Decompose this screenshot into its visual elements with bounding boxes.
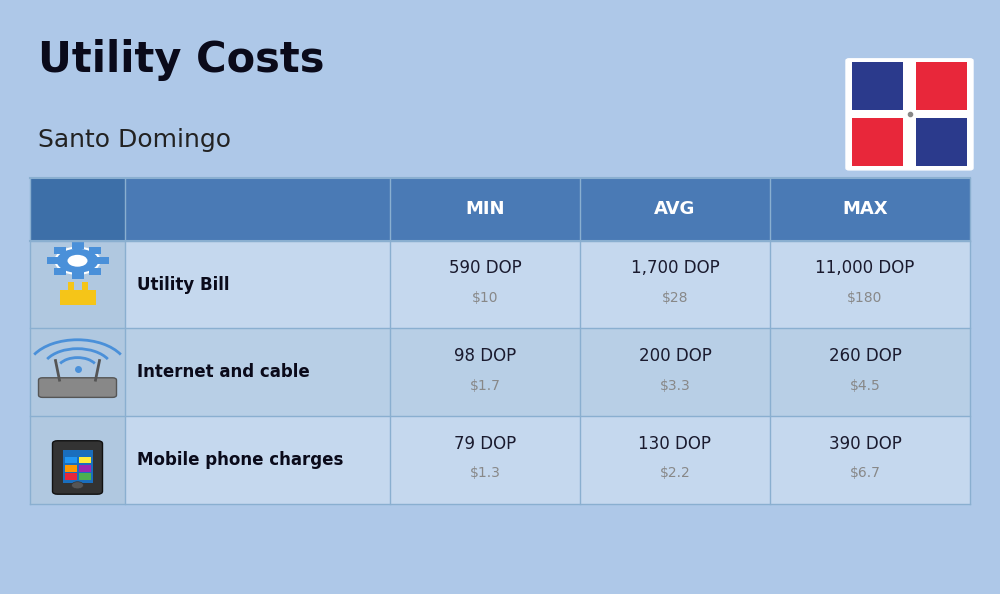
Bar: [72, 242, 84, 249]
Bar: [46, 257, 58, 264]
Text: $1.3: $1.3: [470, 466, 500, 481]
Text: $6.7: $6.7: [850, 466, 880, 481]
Bar: [30, 416, 970, 504]
Text: 590 DOP: 590 DOP: [449, 259, 521, 277]
Bar: [64, 473, 76, 480]
Text: $28: $28: [662, 290, 688, 305]
Text: 79 DOP: 79 DOP: [454, 435, 516, 453]
Bar: [852, 110, 967, 118]
Circle shape: [68, 255, 88, 267]
Bar: [78, 473, 90, 480]
Bar: [30, 416, 125, 504]
Bar: [54, 247, 66, 254]
Bar: [89, 268, 101, 275]
Bar: [60, 290, 96, 305]
Bar: [64, 465, 76, 472]
Text: 260 DOP: 260 DOP: [829, 347, 901, 365]
Bar: [96, 257, 108, 264]
Text: $10: $10: [472, 290, 498, 305]
Bar: [30, 328, 125, 416]
Bar: [30, 178, 970, 241]
Bar: [89, 247, 101, 254]
Text: 390 DOP: 390 DOP: [829, 435, 901, 453]
Text: Mobile phone charges: Mobile phone charges: [137, 451, 343, 469]
Text: 98 DOP: 98 DOP: [454, 347, 516, 365]
Text: 1,700 DOP: 1,700 DOP: [631, 259, 719, 277]
Text: Utility Costs: Utility Costs: [38, 39, 324, 81]
Text: MAX: MAX: [842, 200, 888, 219]
Text: Utility Bill: Utility Bill: [137, 276, 230, 293]
Text: 11,000 DOP: 11,000 DOP: [815, 259, 915, 277]
Bar: [852, 114, 910, 166]
FancyBboxPatch shape: [38, 378, 116, 397]
Bar: [78, 465, 90, 472]
Text: Santo Domingo: Santo Domingo: [38, 128, 231, 151]
Text: AVG: AVG: [654, 200, 696, 219]
Bar: [54, 268, 66, 275]
Text: $3.3: $3.3: [660, 378, 690, 393]
Bar: [64, 457, 76, 463]
Bar: [910, 62, 967, 115]
Text: Internet and cable: Internet and cable: [137, 364, 310, 381]
Bar: [903, 62, 916, 166]
Bar: [30, 241, 970, 328]
Text: $2.2: $2.2: [660, 466, 690, 481]
Text: $1.7: $1.7: [470, 378, 500, 393]
Bar: [68, 282, 74, 290]
Bar: [72, 272, 84, 279]
Bar: [125, 178, 390, 241]
Text: $4.5: $4.5: [850, 378, 880, 393]
Bar: [30, 241, 125, 328]
Text: $180: $180: [847, 290, 883, 305]
Bar: [78, 457, 90, 463]
Bar: [62, 450, 92, 483]
Bar: [82, 282, 88, 290]
Text: 200 DOP: 200 DOP: [639, 347, 711, 365]
Bar: [852, 62, 910, 115]
Text: 130 DOP: 130 DOP: [639, 435, 712, 453]
FancyBboxPatch shape: [52, 441, 103, 494]
Bar: [910, 114, 967, 166]
Bar: [30, 178, 125, 241]
Circle shape: [72, 482, 84, 489]
Bar: [30, 328, 970, 416]
FancyBboxPatch shape: [846, 59, 973, 170]
Text: MIN: MIN: [465, 200, 505, 219]
Circle shape: [56, 248, 100, 274]
